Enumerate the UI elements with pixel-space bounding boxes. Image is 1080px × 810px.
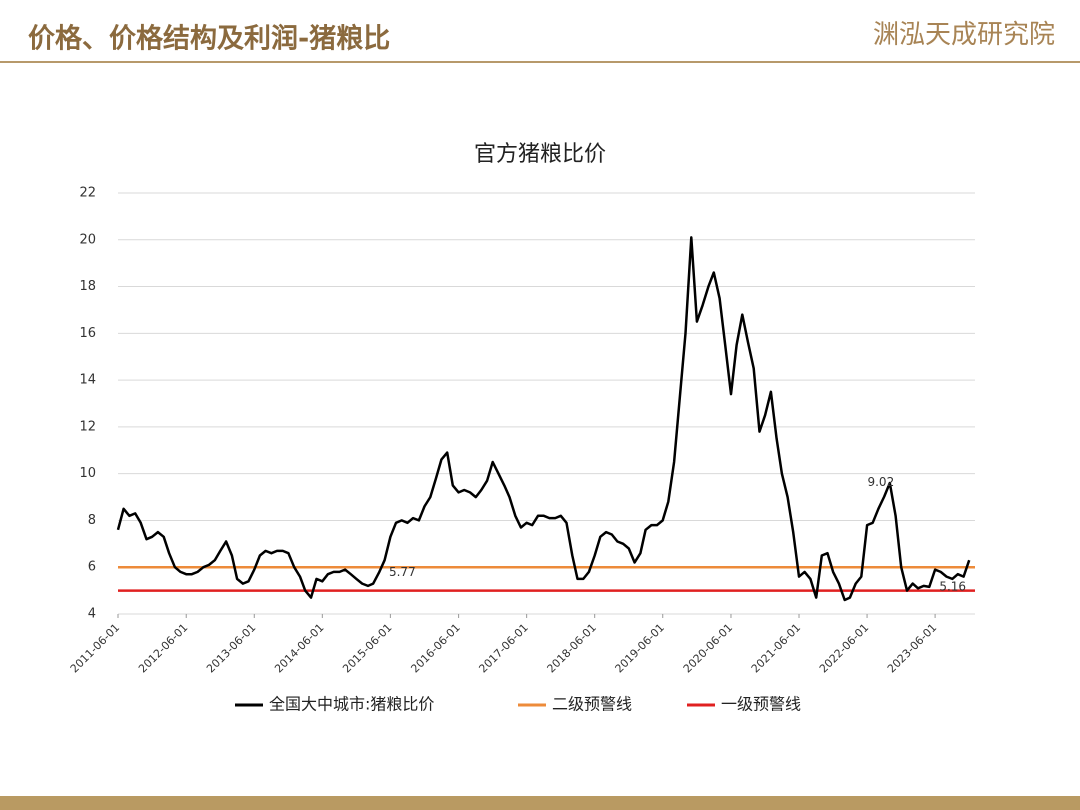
legend-label: 全国大中城市:猪粮比价 — [269, 695, 434, 714]
y-tick-label: 12 — [79, 419, 96, 434]
y-tick-label: 20 — [79, 232, 96, 247]
legend-label: 二级预警线 — [552, 695, 632, 714]
x-tick-label: 2017-06-01 — [476, 621, 530, 675]
y-tick-label: 22 — [79, 186, 96, 201]
x-tick-label: 2023-06-01 — [885, 621, 939, 675]
y-tick-label: 8 — [88, 513, 96, 528]
data-label: 5.77 — [389, 565, 416, 579]
x-tick-label: 2013-06-01 — [204, 621, 258, 675]
x-tick-label: 2015-06-01 — [340, 621, 394, 675]
x-tick-label: 2011-06-01 — [68, 621, 122, 675]
y-tick-label: 14 — [79, 373, 96, 388]
y-tick-label: 4 — [88, 607, 96, 622]
x-tick-label: 2014-06-01 — [272, 621, 326, 675]
data-label: 5.16 — [939, 579, 966, 593]
logo: 渊泓天成研究院 — [873, 20, 1055, 50]
chart-title: 官方猪粮比价 — [474, 142, 606, 167]
x-tick-label: 2018-06-01 — [545, 621, 599, 675]
y-tick-label: 18 — [79, 279, 96, 294]
y-tick-label: 16 — [79, 326, 96, 341]
x-tick-label: 2016-06-01 — [408, 621, 462, 675]
data-label: 9.02 — [867, 475, 894, 489]
x-tick-label: 2022-06-01 — [817, 621, 871, 675]
series-line — [116, 236, 971, 602]
page-title: 价格、价格结构及利润-猪粮比 — [28, 23, 390, 55]
footer-bar — [0, 796, 1080, 810]
y-tick-label: 10 — [79, 466, 96, 481]
plot: 4 6 8 10 12 14 16 18 20 22 2011-06-01 2012-06-01 201… — [68, 186, 975, 714]
y-tick-label: 6 — [88, 560, 96, 575]
x-tick-label: 2012-06-01 — [136, 621, 190, 675]
x-tick-label: 2021-06-01 — [749, 621, 803, 675]
x-tick-label: 2020-06-01 — [681, 621, 735, 675]
x-tick-label: 2019-06-01 — [613, 621, 667, 675]
legend-label: 一级预警线 — [721, 695, 801, 714]
